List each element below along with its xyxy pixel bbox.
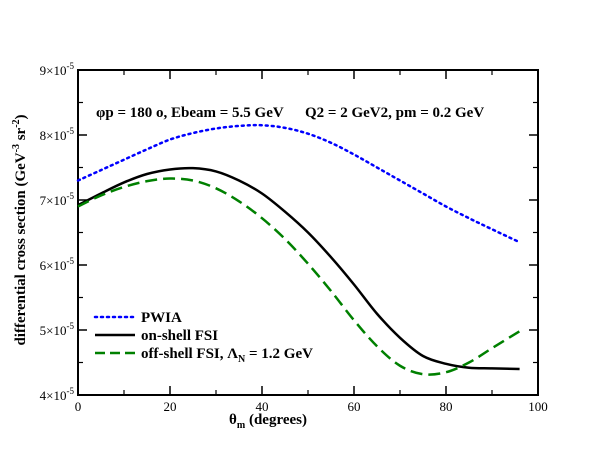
- series-line-pwia: [76, 123, 521, 244]
- x-axis-title-sub: m: [237, 420, 246, 431]
- series-layer: [76, 123, 521, 376]
- legend: PWIA on-shell FSI off-shell FSI, ΛN = 1.…: [93, 310, 313, 365]
- y-axis-title-main: differential cross section (GeV: [13, 152, 29, 345]
- y-tick-label: 6×10-5: [40, 256, 75, 273]
- series-line-on-shell-fsi: [77, 166, 520, 371]
- x-tick-label: 40: [256, 399, 269, 414]
- legend-label-off-shell: off-shell FSI, ΛN = 1.2 GeV: [141, 346, 313, 365]
- annotation-right-text: Q2 = 2 GeV2, pm = 0.2 GeV: [305, 105, 484, 121]
- legend-label-off-shell-main: off-shell FSI, Λ: [141, 346, 238, 362]
- y-tick-label: 4×10-5: [40, 386, 75, 403]
- legend-label-off-shell-sub: N: [238, 354, 246, 365]
- y-axis-title-end: ): [13, 114, 29, 119]
- x-tick-label: 0: [75, 399, 82, 414]
- annotation-left-text: φp = 180 o, Ebeam = 5.5 GeV: [96, 105, 284, 121]
- x-axis-title-rest: (degrees): [245, 412, 307, 428]
- x-axis-title: θm (degrees): [229, 412, 307, 431]
- legend-label-on-shell: on-shell FSI: [141, 328, 218, 344]
- annotation-left: φp = 180 o, Ebeam = 5.5 GeV: [96, 105, 284, 121]
- x-tick-label: 100: [528, 399, 548, 414]
- y-axis-title-sup1: -3: [11, 144, 22, 152]
- axes-layer: 0 20 40 60 80 100 4×10-5 5×10-5 6×10-5 7×10-5 8×10…: [40, 61, 548, 414]
- y-axis-title: differential cross section (GeV-3 sr-2): [11, 114, 29, 345]
- y-axis-title-mid: sr: [13, 127, 29, 144]
- series-line-off-shell-fsi: [77, 177, 521, 376]
- y-tick-label: 8×10-5: [40, 126, 75, 143]
- y-axis-title-sup2: -2: [11, 119, 22, 127]
- x-tick-label: 60: [348, 399, 361, 414]
- legend-label-off-shell-rest: = 1.2 GeV: [245, 346, 313, 362]
- x-axis-title-main: θ: [229, 412, 237, 428]
- annotation-right: Q2 = 2 GeV2, pm = 0.2 GeV: [305, 105, 484, 121]
- y-tick-label: 5×10-5: [40, 321, 75, 338]
- x-tick-label: 20: [164, 399, 177, 414]
- legend-label-pwia: PWIA: [141, 310, 182, 326]
- y-tick-label: 9×10-5: [40, 61, 75, 78]
- y-tick-label: 7×10-5: [40, 191, 75, 208]
- x-tick-label: 80: [440, 399, 453, 414]
